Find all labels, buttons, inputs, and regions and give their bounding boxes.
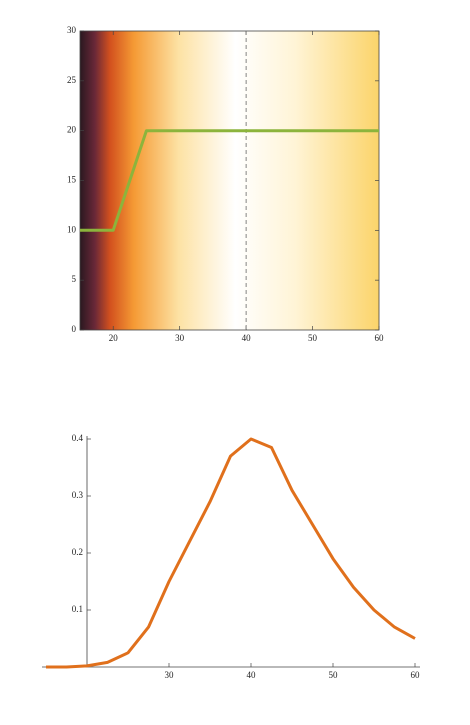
density-background [80, 31, 379, 330]
data-line [46, 437, 416, 669]
x-tick-label: 50 [329, 670, 339, 680]
y-tick-label: 20 [67, 125, 77, 135]
y-tick-label: 0 [72, 324, 77, 334]
y-tick-label: 0.1 [72, 604, 83, 614]
x-tick-label: 60 [375, 333, 385, 343]
x-tick-label: 30 [165, 670, 175, 680]
y-tick-label: 5 [72, 274, 77, 284]
y-tick-label: 25 [67, 75, 77, 85]
x-tick-label: 40 [242, 333, 252, 343]
y-tick-label: 30 [67, 25, 77, 35]
y-tick-label: 0.2 [72, 547, 83, 557]
x-tick-label: 60 [411, 670, 421, 680]
y-tick-label: 15 [67, 175, 77, 185]
data-line [80, 129, 379, 232]
y-tick-label: 10 [67, 224, 77, 234]
x-tick-label: 30 [175, 333, 185, 343]
x-tick-label: 40 [247, 670, 257, 680]
y-tick-label: 0.4 [72, 433, 84, 443]
y-tick-label: 0.3 [72, 490, 84, 500]
x-tick-label: 20 [109, 333, 119, 343]
x-tick-label: 50 [308, 333, 318, 343]
